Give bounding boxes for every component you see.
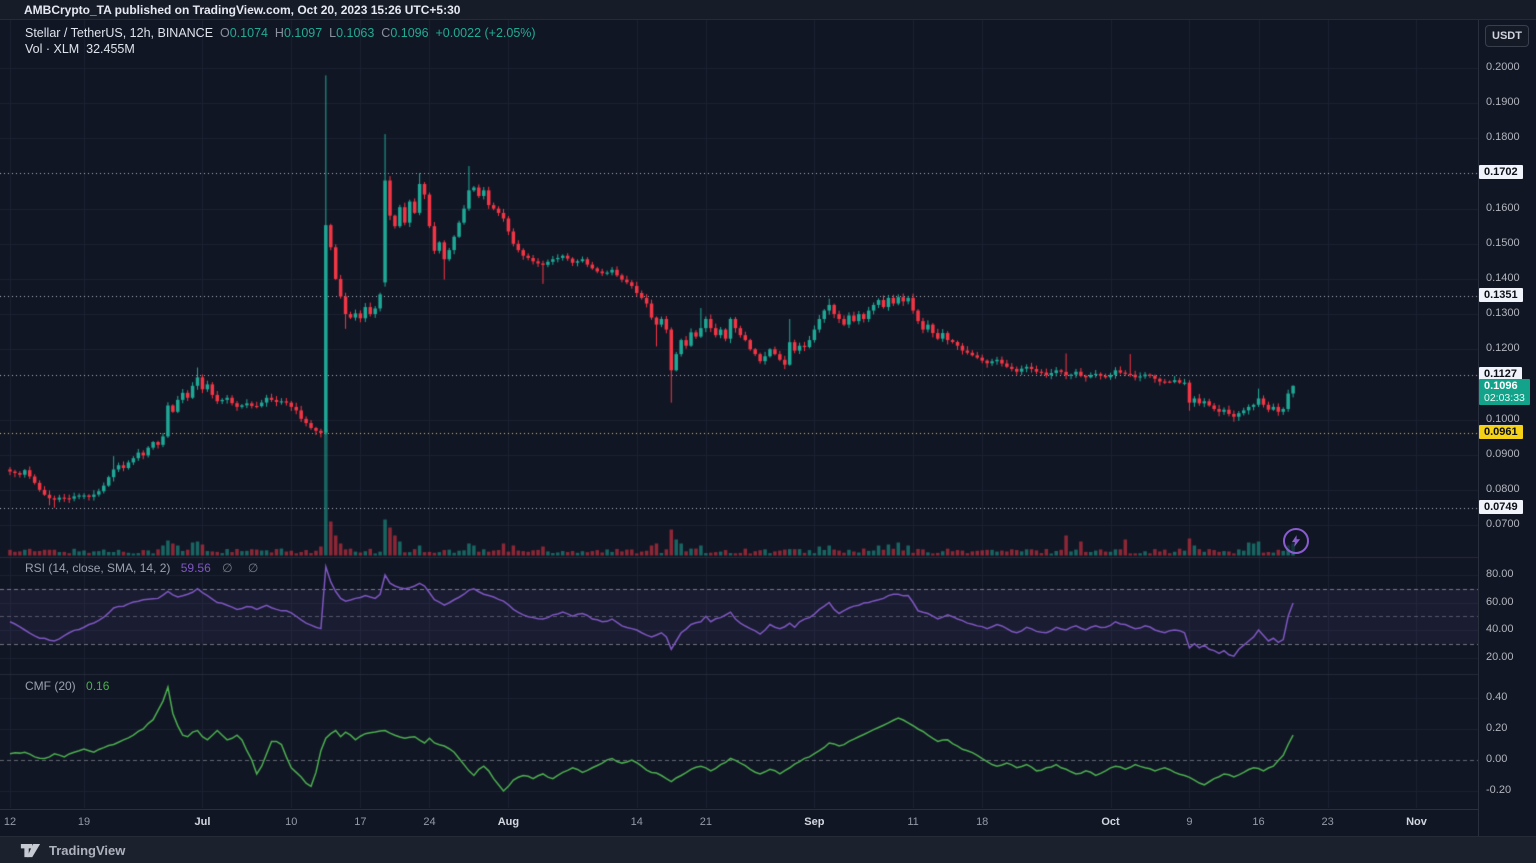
price-tick: 0.1500: [1486, 236, 1520, 249]
price-axis[interactable]: USDT 0.2000 0.1900 0.1800 0.1600 0.1500 0.140…: [1478, 20, 1536, 836]
tradingview-logo-icon[interactable]: [20, 843, 41, 858]
cmf-tick: 0.40: [1486, 691, 1508, 703]
candle-countdown: 02:03:33: [1484, 391, 1525, 404]
rsi-tick: 60.00: [1486, 595, 1514, 608]
rsi-legend[interactable]: RSI (14, close, SMA, 14, 2) 59.56 ∅ ∅: [25, 561, 264, 575]
rsi-hidden-series-icon: ∅ ∅: [222, 561, 265, 575]
time-tick: 19: [77, 816, 91, 828]
price-tick: 0.2000: [1486, 61, 1520, 73]
high-value: 0.1097: [283, 26, 323, 40]
currency-toggle-button[interactable]: USDT: [1485, 25, 1529, 47]
publish-text: AMBCrypto_TA published on TradingView.co…: [24, 3, 461, 17]
volume-label: Vol · XLM: [25, 42, 80, 56]
rsi-tick: 80.00: [1486, 568, 1514, 580]
cmf-tick: 0.20: [1486, 722, 1508, 734]
time-tick: Nov: [1406, 816, 1427, 828]
time-tick: 23: [1321, 816, 1334, 828]
volume-value: 32.455M: [86, 42, 135, 56]
price-level-label: 0.0961: [1479, 425, 1523, 440]
time-tick: 16: [1252, 816, 1265, 828]
high-label: H: [274, 26, 284, 40]
price-tick: 0.1900: [1486, 96, 1520, 109]
time-tick: 17: [354, 816, 367, 828]
time-tick: Oct: [1101, 816, 1120, 828]
price-tick: 0.1300: [1486, 307, 1520, 320]
time-tick: Aug: [497, 816, 520, 828]
time-tick: 21: [699, 816, 712, 828]
time-tick: Sep: [804, 816, 825, 828]
rsi-label: RSI (14, close, SMA, 14, 2): [25, 561, 171, 575]
price-tick: 0.1800: [1486, 131, 1520, 144]
low-value: 0.1063: [336, 26, 375, 40]
current-price-label: 0.1096 02:03:33: [1479, 378, 1530, 405]
price-tick: 0.1400: [1486, 271, 1520, 284]
symbol-title[interactable]: Stellar / TetherUS, 12h, BINANCE: [25, 26, 214, 40]
price-tick: 0.1600: [1486, 201, 1520, 214]
cmf-tick: 0.00: [1486, 753, 1508, 765]
open-label: O: [220, 26, 230, 40]
time-tick: Jul: [194, 816, 211, 828]
price-level-label: 0.1702: [1479, 164, 1523, 179]
price-tick: 0.0900: [1486, 447, 1520, 460]
volume-legend: Vol · XLM 32.455M: [25, 42, 135, 56]
tradingview-brand-text[interactable]: TradingView: [49, 842, 126, 858]
cmf-value: 0.16: [86, 679, 110, 693]
rsi-value: 59.56: [180, 561, 211, 575]
time-tick: 10: [285, 816, 298, 828]
cmf-label: CMF (20): [25, 679, 76, 693]
close-value: 0.1096: [390, 26, 429, 40]
quick-trade-bolt-icon[interactable]: [1283, 528, 1309, 554]
price-tick: 0.1000: [1486, 412, 1520, 425]
time-tick: 12: [3, 816, 17, 828]
time-tick: 11: [907, 816, 919, 828]
cmf-legend[interactable]: CMF (20) 0.16: [25, 679, 109, 693]
cmf-tick: -0.20: [1486, 784, 1512, 796]
close-label: C: [381, 26, 391, 40]
price-level-label: 0.0749: [1479, 499, 1523, 514]
publish-bar: AMBCrypto_TA published on TradingView.co…: [0, 0, 1536, 20]
rsi-tick: 40.00: [1486, 623, 1514, 635]
time-axis[interactable]: 12 19 Jul 10 17 24 Aug 14 21 Sep 11 18 Oct 9 16 23 Nov: [0, 809, 1478, 837]
time-tick: 24: [423, 816, 436, 828]
price-tick: 0.1200: [1486, 342, 1520, 355]
price-level-label: 0.1351: [1479, 288, 1523, 303]
footer-bar: TradingView: [0, 836, 1536, 863]
time-tick: 18: [976, 816, 989, 828]
price-level-label: 0.1127: [1479, 366, 1523, 381]
price-tick: 0.0800: [1486, 482, 1520, 495]
time-tick: 14: [630, 816, 643, 828]
change-value: +0.0022 (+2.05%): [435, 26, 536, 40]
rsi-tick: 20.00: [1486, 650, 1514, 663]
low-label: L: [329, 26, 337, 40]
price-tick: 0.0700: [1486, 518, 1520, 530]
symbol-legend: Stellar / TetherUS, 12h, BINANCE O0.1074…: [25, 26, 536, 40]
open-value: 0.1074: [229, 26, 268, 40]
time-tick: 9: [1186, 816, 1193, 828]
current-price-value: 0.1096: [1484, 379, 1518, 392]
